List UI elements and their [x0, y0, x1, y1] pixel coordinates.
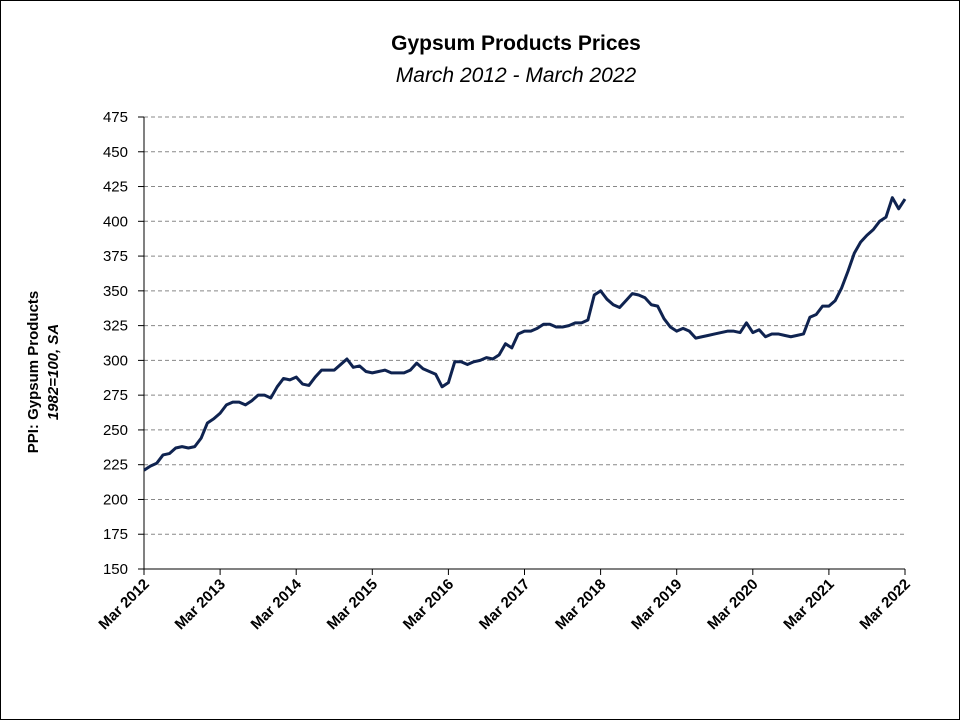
y-tick-label: 275: [103, 387, 128, 404]
chart-subtitle: March 2012 - March 2022: [396, 64, 637, 87]
chart-title: Gypsum Products Prices: [391, 32, 641, 55]
y-tick-label: 425: [103, 179, 128, 196]
y-tick-label: 475: [103, 109, 128, 126]
y-tick-label: 200: [103, 491, 128, 508]
y-tick-label: 400: [103, 213, 128, 230]
y-tick-label: 450: [103, 144, 128, 161]
y-tick-label: 375: [103, 248, 128, 265]
y-tick-label: 225: [103, 457, 128, 474]
y-axis-label: PPI: Gypsum Products: [25, 291, 42, 454]
y-axis-label-2: 1982=100, SA: [45, 324, 62, 420]
y-tick-label: 250: [103, 422, 128, 439]
y-tick-label: 325: [103, 318, 128, 335]
y-tick-label: 175: [103, 526, 128, 543]
data-line: [143, 196, 907, 472]
y-tick-label: 150: [103, 561, 128, 578]
y-tick-label: 300: [103, 352, 128, 369]
y-tick-label: 350: [103, 283, 128, 300]
